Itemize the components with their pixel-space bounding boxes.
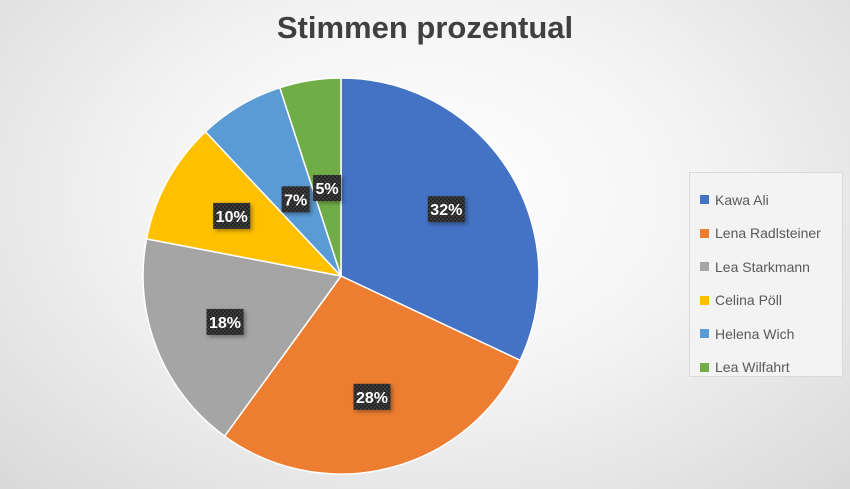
- legend-item: Helena Wich: [690, 317, 842, 351]
- data-label: 28%: [353, 383, 391, 410]
- legend-swatch: [700, 295, 709, 305]
- legend-item: Lea Wilfahrt: [690, 351, 842, 385]
- data-label-text: 32%: [430, 202, 462, 219]
- legend-label: Lea Wilfahrt: [715, 359, 790, 376]
- legend-swatch: [700, 228, 709, 238]
- pie-slice-lea-wilfahrt: [278, 77, 342, 277]
- pie-slice-lea-starkmann: [142, 238, 343, 438]
- pie-slice-lena-radlsteiner: [223, 275, 522, 475]
- data-label-text: 10%: [216, 209, 248, 226]
- legend-swatch: [700, 195, 709, 205]
- data-label: 18%: [206, 308, 244, 335]
- legend-label: Kawa Ali: [715, 191, 769, 208]
- legend-item: Lena Radlsteiner: [690, 217, 842, 251]
- legend-item: Kawa Ali: [690, 183, 842, 217]
- data-label-background: [353, 383, 391, 410]
- data-label: 32%: [427, 196, 465, 223]
- data-label-background: [281, 186, 310, 213]
- legend-label: Celina Pöll: [715, 292, 782, 309]
- data-label-text: 7%: [284, 192, 307, 209]
- legend-item: Lea Starkmann: [690, 250, 842, 284]
- data-label-background: [206, 308, 244, 335]
- data-label-background: [427, 196, 465, 223]
- data-label: 5%: [313, 174, 342, 201]
- legend-swatch: [700, 362, 709, 372]
- data-label-background: [313, 174, 342, 201]
- legend-label: Lea Starkmann: [715, 258, 810, 275]
- data-label: 7%: [281, 186, 310, 213]
- legend-label: Lena Radlsteiner: [715, 225, 821, 242]
- data-label: 10%: [213, 202, 251, 229]
- legend-label: Helena Wich: [715, 325, 795, 342]
- data-label-text: 18%: [209, 315, 241, 332]
- legend: Kawa Ali Lena Radlsteiner Lea Starkmann Cel…: [689, 172, 843, 377]
- legend-item: Celina Pöll: [690, 284, 842, 318]
- data-label-background: [213, 202, 251, 229]
- legend-swatch: [700, 262, 709, 272]
- legend-swatch: [700, 329, 709, 339]
- chart-title: Stimmen prozentual: [276, 10, 574, 45]
- data-label-text: 5%: [315, 181, 338, 198]
- data-label-text: 28%: [356, 390, 388, 407]
